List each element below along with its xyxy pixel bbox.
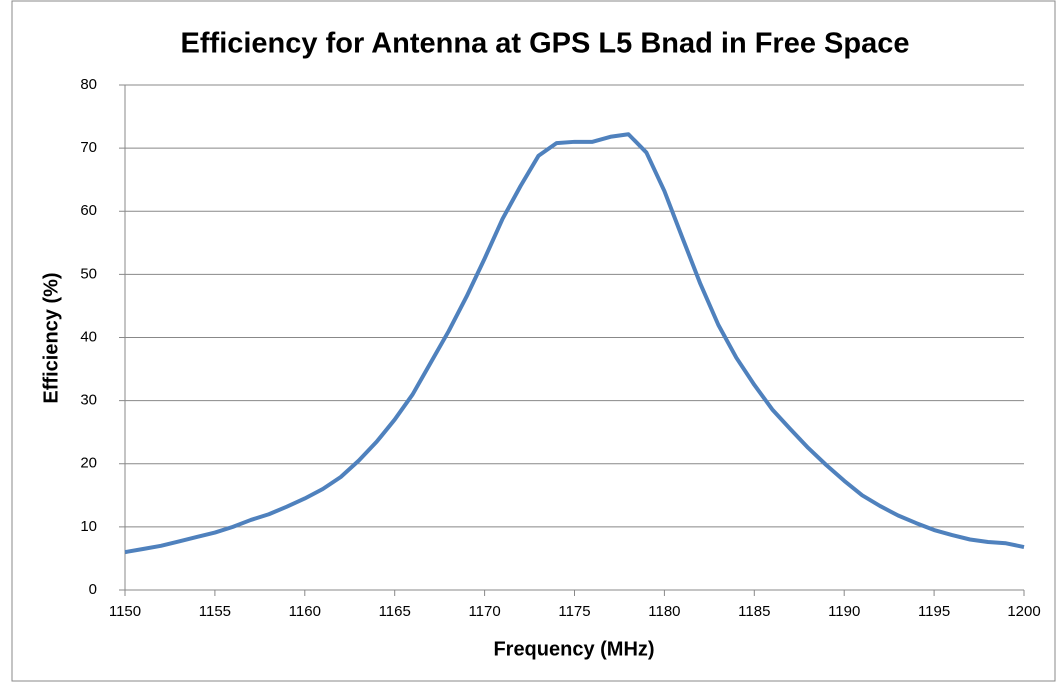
x-tick-label: 1170 — [468, 603, 500, 620]
y-tick-label: 20 — [80, 455, 97, 472]
y-tick-label: 60 — [80, 202, 97, 219]
y-tick-label: 30 — [80, 392, 97, 409]
y-tick-label: 80 — [80, 76, 97, 93]
data-line — [124, 132, 1025, 555]
y-tick-label: 40 — [80, 328, 97, 345]
x-tick-label: 1180 — [648, 603, 680, 620]
chart-title: Efficiency for Antenna at GPS L5 Bnad in… — [181, 28, 910, 60]
x-tick-label: 1195 — [918, 603, 950, 620]
y-tick-label: 70 — [80, 139, 97, 156]
y-tick-label: 50 — [80, 265, 97, 282]
chart-frame — [11, 0, 1056, 682]
x-tick-label: 1200 — [1007, 603, 1040, 620]
x-tick-label: 1190 — [828, 603, 860, 620]
y-tick-label: 0 — [89, 581, 97, 598]
x-tick-label: 1185 — [738, 603, 770, 620]
y-axis-label: Efficiency (%) — [40, 272, 62, 403]
x-axis-label: Frequency (MHz) — [493, 638, 654, 660]
x-tick-label: 1155 — [199, 603, 231, 620]
x-tick-label: 1160 — [289, 603, 321, 620]
y-tick-label: 10 — [80, 518, 97, 535]
x-tick-label: 1165 — [379, 603, 411, 620]
x-tick-label: 1175 — [558, 603, 590, 620]
x-tick-label: 1150 — [109, 603, 141, 620]
